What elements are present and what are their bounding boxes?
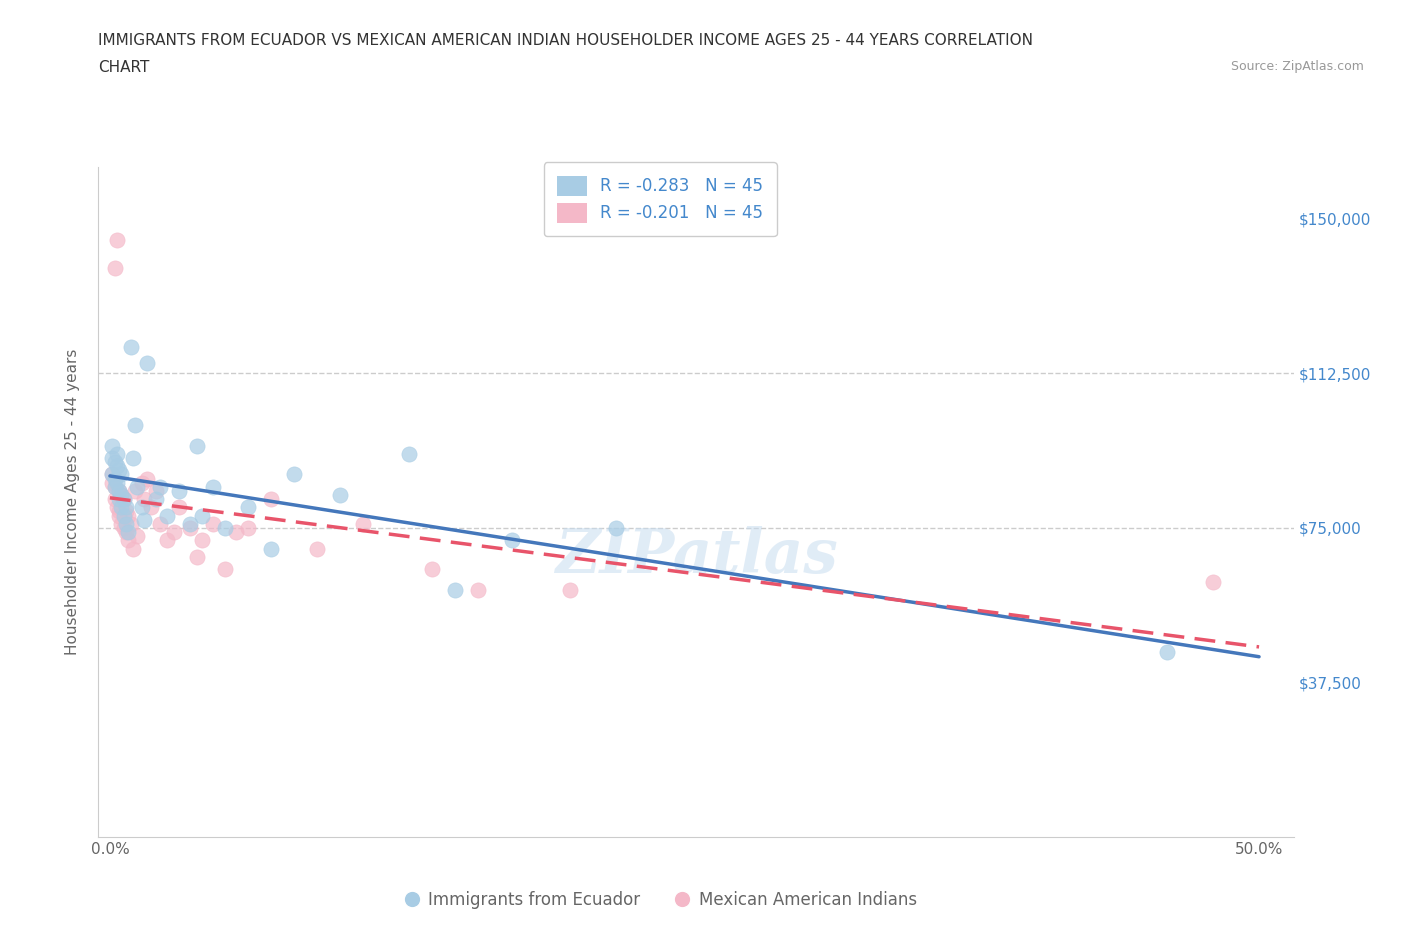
Point <box>135 472 157 486</box>
Point <box>283 467 305 482</box>
Point <box>105 446 128 461</box>
Point <box>1156 644 1178 659</box>
Point <box>141 500 163 515</box>
Point <box>467 582 489 597</box>
Point <box>103 492 125 507</box>
Point <box>112 492 135 507</box>
Point <box>156 508 179 523</box>
Point <box>149 479 172 494</box>
Point <box>103 472 125 486</box>
Point <box>108 504 131 519</box>
Point <box>108 463 131 478</box>
Point <box>225 525 247 539</box>
Point <box>134 512 156 527</box>
Point <box>605 521 627 536</box>
Text: ZIPatlas: ZIPatlas <box>554 525 838 586</box>
Point <box>191 533 214 548</box>
Point <box>214 562 236 577</box>
Point <box>105 475 128 490</box>
Point <box>260 492 283 507</box>
Point <box>167 500 190 515</box>
Point <box>124 484 146 498</box>
Point <box>167 484 190 498</box>
Point <box>134 492 156 507</box>
Point <box>101 450 124 465</box>
Point <box>112 508 135 523</box>
Point <box>179 516 201 531</box>
Point <box>131 475 153 490</box>
Point <box>110 467 132 482</box>
Point <box>117 533 139 548</box>
Point <box>145 484 167 498</box>
Point <box>108 484 131 498</box>
Point <box>179 521 201 536</box>
Point <box>135 355 157 370</box>
Point <box>108 508 131 523</box>
Point <box>105 500 128 515</box>
Point <box>115 525 138 539</box>
Point <box>202 479 225 494</box>
Point <box>110 487 132 502</box>
Point <box>122 450 145 465</box>
Point <box>112 492 135 507</box>
Point <box>103 479 125 494</box>
Text: CHART: CHART <box>98 60 150 75</box>
Point <box>120 516 142 531</box>
Y-axis label: Householder Income Ages 25 - 44 years: Householder Income Ages 25 - 44 years <box>65 349 80 656</box>
Point <box>112 521 135 536</box>
Point <box>103 479 125 494</box>
Text: IMMIGRANTS FROM ECUADOR VS MEXICAN AMERICAN INDIAN HOUSEHOLDER INCOME AGES 25 - : IMMIGRANTS FROM ECUADOR VS MEXICAN AMERI… <box>98 33 1033 47</box>
Point <box>117 508 139 523</box>
Text: Source: ZipAtlas.com: Source: ZipAtlas.com <box>1230 60 1364 73</box>
Point <box>115 516 138 531</box>
Point <box>122 541 145 556</box>
Point <box>101 467 124 482</box>
Point <box>149 516 172 531</box>
Point <box>127 529 149 544</box>
Point <box>156 533 179 548</box>
Point <box>120 339 142 354</box>
Point <box>236 521 259 536</box>
Point <box>420 562 443 577</box>
Point <box>127 479 149 494</box>
Point <box>131 500 153 515</box>
Point <box>101 475 124 490</box>
Point <box>329 487 352 502</box>
Point <box>443 582 465 597</box>
Point <box>115 504 138 519</box>
Point <box>186 438 208 453</box>
Point <box>105 458 128 473</box>
Point <box>108 492 131 507</box>
Point <box>214 521 236 536</box>
Point <box>103 261 125 276</box>
Point <box>145 492 167 507</box>
Point <box>108 484 131 498</box>
Legend: Immigrants from Ecuador, Mexican American Indians: Immigrants from Ecuador, Mexican America… <box>396 884 924 916</box>
Point <box>305 541 328 556</box>
Point <box>236 500 259 515</box>
Point <box>105 232 128 247</box>
Point <box>191 508 214 523</box>
Point <box>1202 574 1225 589</box>
Point <box>352 516 374 531</box>
Point <box>115 500 138 515</box>
Point <box>110 487 132 502</box>
Point <box>398 446 420 461</box>
Point <box>110 516 132 531</box>
Point <box>103 455 125 470</box>
Point <box>186 550 208 565</box>
Point <box>124 418 146 432</box>
Point <box>558 582 581 597</box>
Point <box>110 500 132 515</box>
Point <box>101 438 124 453</box>
Point <box>202 516 225 531</box>
Point <box>260 541 283 556</box>
Point <box>117 525 139 539</box>
Point <box>163 525 186 539</box>
Point <box>101 467 124 482</box>
Point <box>501 533 523 548</box>
